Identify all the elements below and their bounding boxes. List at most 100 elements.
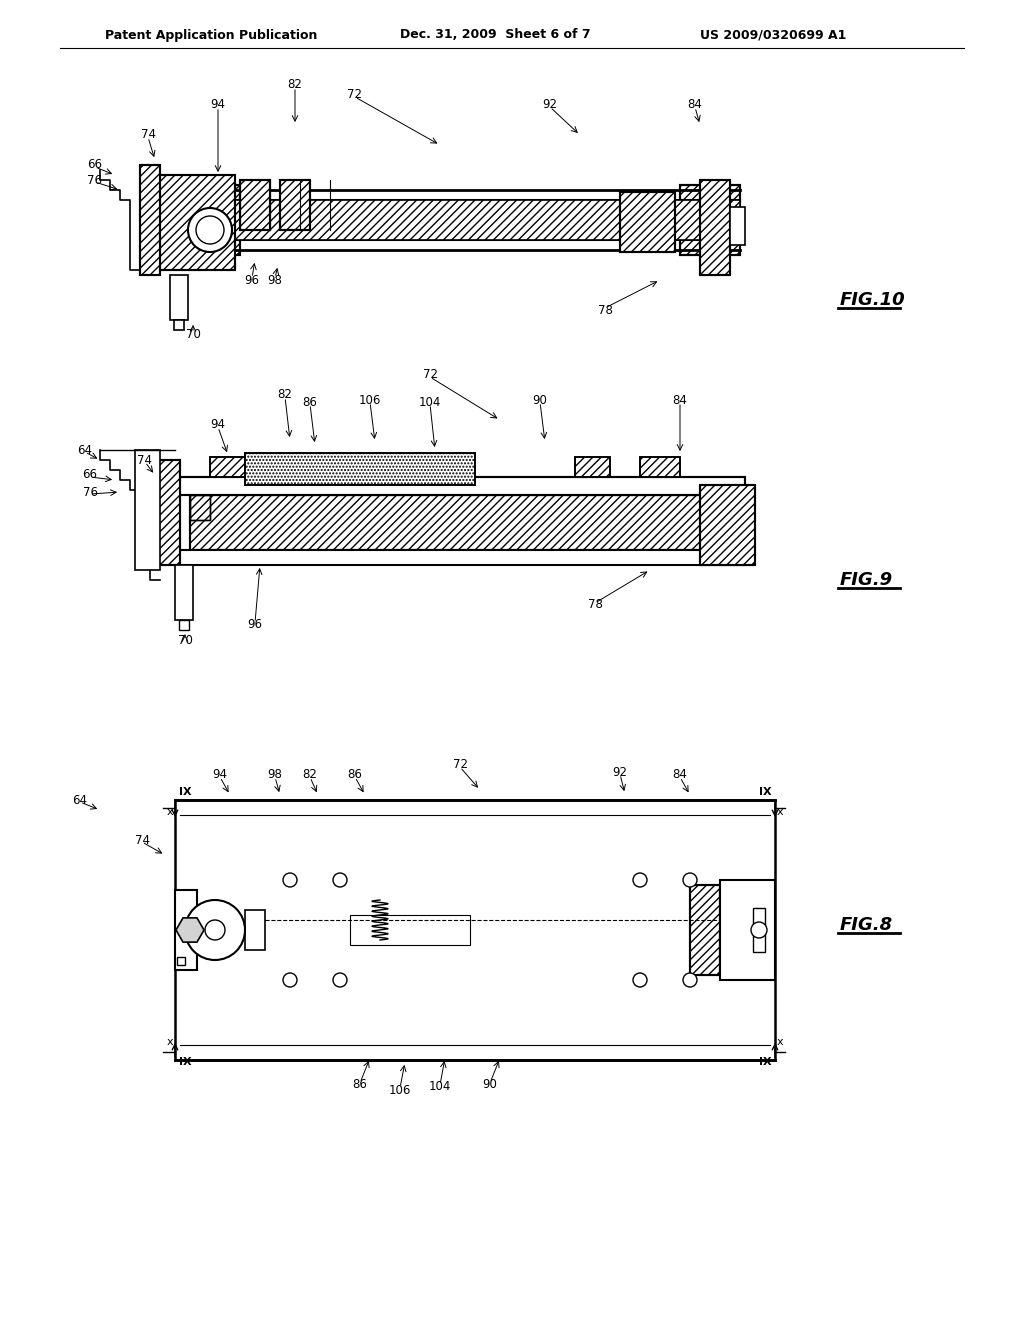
Text: 66: 66: [87, 158, 102, 172]
Bar: [140, 165, 160, 275]
Bar: [175, 800, 775, 1060]
Text: 82: 82: [302, 768, 317, 781]
Bar: [175, 565, 193, 620]
Circle shape: [633, 973, 647, 987]
Bar: [680, 185, 740, 255]
Text: 86: 86: [347, 768, 362, 781]
Text: 96: 96: [248, 619, 262, 631]
Text: 84: 84: [673, 768, 687, 781]
Bar: [155, 459, 180, 565]
Bar: [185, 185, 240, 255]
Text: 92: 92: [612, 766, 628, 779]
Bar: [620, 191, 675, 252]
Bar: [179, 620, 189, 630]
Bar: [155, 176, 234, 271]
Text: 104: 104: [419, 396, 441, 408]
Bar: [700, 180, 730, 275]
Bar: [210, 457, 245, 477]
Bar: [620, 191, 675, 252]
Text: FIG.9: FIG.9: [840, 572, 893, 589]
Bar: [175, 890, 197, 970]
Bar: [575, 457, 610, 477]
Text: x: x: [167, 807, 173, 817]
Text: 86: 86: [352, 1078, 368, 1092]
Bar: [177, 957, 185, 965]
Text: 98: 98: [267, 768, 283, 781]
Text: 72: 72: [347, 88, 362, 102]
Text: 76: 76: [83, 486, 97, 499]
Polygon shape: [176, 917, 204, 942]
Bar: [240, 180, 270, 230]
Text: 78: 78: [588, 598, 602, 611]
Bar: [190, 495, 730, 550]
Text: 64: 64: [73, 793, 87, 807]
Circle shape: [185, 900, 245, 960]
Bar: [155, 176, 234, 271]
Bar: [280, 180, 310, 230]
Text: Dec. 31, 2009  Sheet 6 of 7: Dec. 31, 2009 Sheet 6 of 7: [400, 29, 591, 41]
Text: IX: IX: [759, 787, 771, 797]
Circle shape: [683, 873, 697, 887]
Text: x: x: [167, 1038, 173, 1047]
Circle shape: [333, 973, 347, 987]
Bar: [730, 207, 745, 246]
Circle shape: [751, 921, 767, 939]
Text: 92: 92: [543, 99, 557, 111]
Bar: [155, 459, 180, 565]
Text: 90: 90: [532, 393, 548, 407]
Circle shape: [283, 873, 297, 887]
Bar: [174, 319, 184, 330]
Text: 106: 106: [389, 1084, 412, 1097]
Text: IX: IX: [178, 1057, 191, 1067]
Bar: [700, 484, 755, 565]
Circle shape: [333, 873, 347, 887]
Text: 90: 90: [482, 1078, 498, 1092]
Bar: [720, 880, 775, 979]
Bar: [245, 909, 265, 950]
Bar: [280, 180, 310, 230]
Bar: [240, 180, 270, 230]
Bar: [140, 165, 160, 275]
Text: IX: IX: [759, 1057, 771, 1067]
Text: 84: 84: [673, 393, 687, 407]
Bar: [185, 201, 740, 240]
Text: 64: 64: [78, 444, 92, 457]
Text: 104: 104: [429, 1081, 452, 1093]
Bar: [190, 495, 210, 520]
Text: 82: 82: [288, 78, 302, 91]
Text: 74: 74: [140, 128, 156, 141]
Text: 96: 96: [245, 273, 259, 286]
Bar: [640, 457, 680, 477]
Bar: [175, 477, 745, 495]
Bar: [753, 908, 765, 952]
Bar: [640, 457, 680, 477]
Text: x: x: [776, 1038, 783, 1047]
Text: 98: 98: [267, 273, 283, 286]
Text: 70: 70: [185, 329, 201, 342]
Bar: [175, 477, 745, 495]
Bar: [185, 185, 240, 255]
Bar: [185, 201, 740, 240]
Bar: [170, 275, 188, 319]
Text: 106: 106: [358, 393, 381, 407]
Bar: [245, 453, 475, 484]
Text: 74: 74: [134, 833, 150, 846]
Text: x: x: [776, 807, 783, 817]
Text: 94: 94: [213, 768, 227, 781]
Bar: [350, 915, 470, 945]
Text: 66: 66: [83, 469, 97, 482]
Text: 86: 86: [302, 396, 317, 408]
Bar: [210, 457, 245, 477]
Bar: [575, 457, 610, 477]
Bar: [245, 453, 475, 484]
Text: FIG.10: FIG.10: [840, 290, 905, 309]
Circle shape: [283, 973, 297, 987]
Bar: [680, 185, 740, 255]
Circle shape: [683, 973, 697, 987]
Text: US 2009/0320699 A1: US 2009/0320699 A1: [700, 29, 847, 41]
Text: 82: 82: [278, 388, 293, 401]
Text: 94: 94: [211, 418, 225, 432]
Text: 70: 70: [177, 634, 193, 647]
Bar: [190, 495, 730, 550]
Text: 72: 72: [453, 759, 468, 771]
